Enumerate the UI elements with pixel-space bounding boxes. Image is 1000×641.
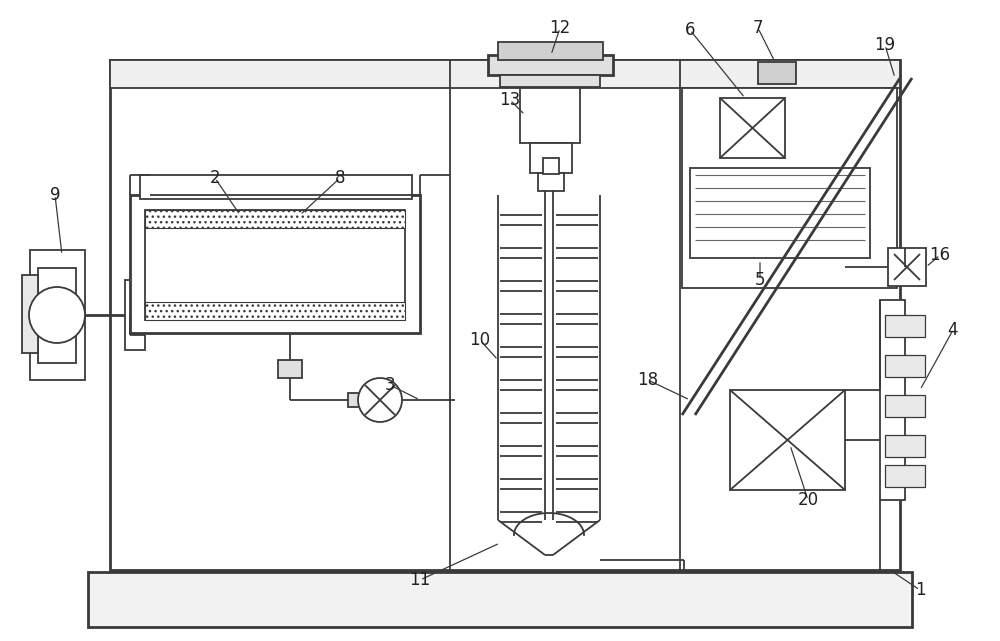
Bar	[888, 248, 926, 286]
Bar	[885, 465, 925, 487]
Text: 1: 1	[915, 581, 925, 599]
Bar	[488, 55, 613, 75]
Bar	[880, 300, 905, 500]
Bar	[278, 360, 302, 378]
Bar	[110, 60, 900, 570]
Circle shape	[358, 378, 402, 422]
Bar	[130, 195, 420, 333]
Circle shape	[29, 287, 85, 343]
Bar	[885, 435, 925, 457]
Text: 13: 13	[499, 91, 521, 109]
Bar	[498, 42, 603, 60]
Bar	[140, 175, 412, 199]
Text: 4: 4	[948, 321, 958, 339]
Text: 12: 12	[549, 19, 571, 37]
Bar	[758, 62, 796, 84]
Text: 2: 2	[210, 169, 220, 187]
Text: 5: 5	[755, 271, 765, 289]
Bar	[125, 280, 145, 350]
Text: 19: 19	[874, 36, 896, 54]
Bar	[145, 302, 405, 320]
Bar	[145, 210, 405, 320]
Bar	[500, 75, 600, 87]
Text: 9: 9	[50, 186, 60, 204]
Bar	[720, 98, 785, 158]
Bar	[145, 210, 405, 228]
Bar	[543, 158, 559, 174]
Bar	[110, 60, 900, 88]
Text: 18: 18	[637, 371, 659, 389]
Bar	[30, 250, 85, 380]
Bar	[530, 143, 572, 173]
Text: 20: 20	[797, 491, 819, 509]
Bar	[682, 88, 897, 288]
Bar	[885, 355, 925, 377]
Text: 8: 8	[335, 169, 345, 187]
Bar	[885, 395, 925, 417]
Bar	[22, 275, 38, 353]
Bar	[88, 572, 912, 627]
Text: 6: 6	[685, 21, 695, 39]
Text: 10: 10	[469, 331, 491, 349]
Text: 16: 16	[929, 246, 951, 264]
Bar	[730, 390, 845, 490]
Bar	[38, 268, 76, 363]
Bar	[690, 168, 870, 258]
Bar	[538, 173, 564, 191]
Text: 7: 7	[753, 19, 763, 37]
Bar	[885, 315, 925, 337]
Bar	[348, 393, 362, 407]
Bar	[520, 88, 580, 143]
Text: 11: 11	[409, 571, 431, 589]
Text: 3: 3	[385, 376, 395, 394]
